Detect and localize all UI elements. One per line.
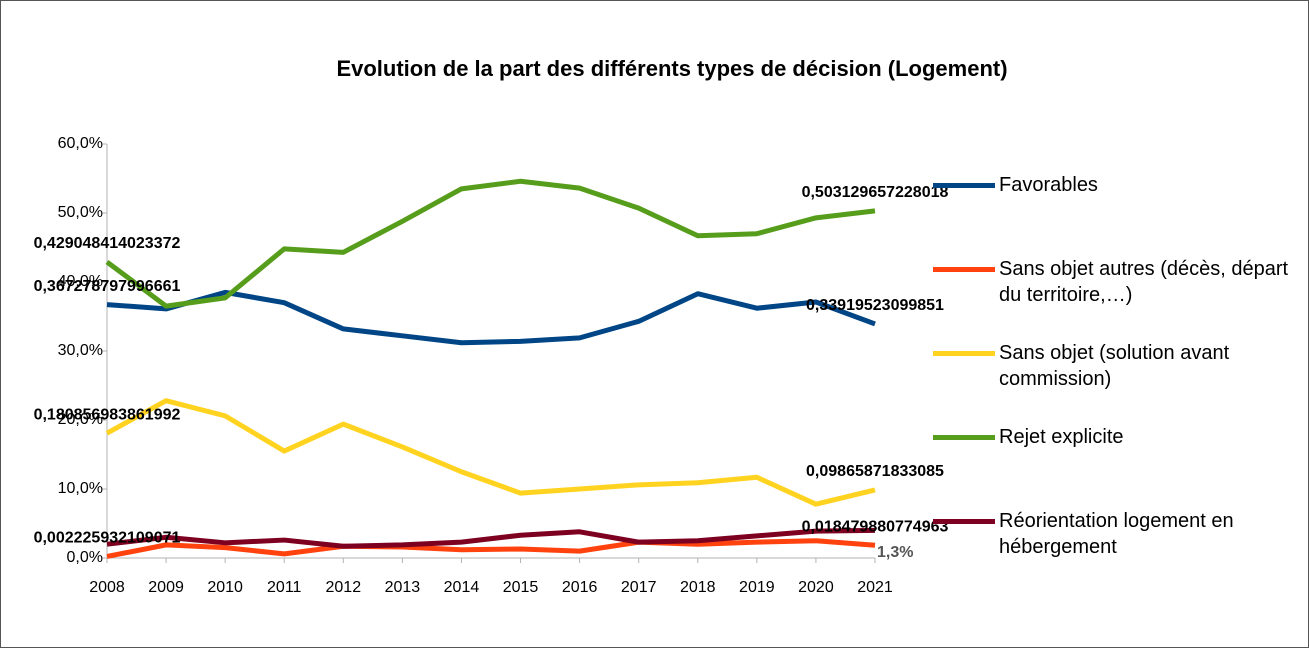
series-line bbox=[105, 178, 876, 309]
data-label: 0,503129657228018 bbox=[802, 184, 949, 201]
annotation: 1,3% bbox=[877, 544, 913, 561]
x-tick-label: 2016 bbox=[562, 579, 598, 596]
x-tick-label: 2015 bbox=[503, 579, 539, 596]
legend-item: Sans objet (solution avant commission) bbox=[933, 340, 1303, 404]
legend-item: Réorientation logement en hébergement bbox=[933, 508, 1303, 572]
data-label: 0,09865871833085 bbox=[806, 463, 944, 480]
data-label: 0,429048414023372 bbox=[34, 235, 181, 252]
y-tick-label: 30,0% bbox=[58, 342, 103, 359]
legend-swatch bbox=[933, 351, 995, 356]
x-tick-label: 2012 bbox=[326, 579, 362, 596]
data-label: 0,367278797996661 bbox=[34, 278, 181, 295]
legend-label: Rejet explicite bbox=[999, 426, 1124, 448]
x-tick-label: 2011 bbox=[267, 579, 302, 596]
x-tick-label: 2021 bbox=[857, 579, 893, 596]
y-tick-label: 0,0% bbox=[67, 549, 103, 566]
series-line bbox=[105, 398, 876, 507]
legend-label: Sans objet autres (décès, départ du terr… bbox=[999, 258, 1289, 306]
data-label: 0,002225932109071 bbox=[34, 530, 181, 547]
legend-item: Sans objet autres (décès, départ du terr… bbox=[933, 256, 1303, 320]
series-line bbox=[106, 527, 876, 549]
x-tick-label: 2019 bbox=[739, 579, 775, 596]
x-tick-label: 2010 bbox=[207, 579, 243, 596]
x-tick-label: 2018 bbox=[680, 579, 716, 596]
x-tick-label: 2020 bbox=[798, 579, 834, 596]
legend-item: Rejet explicite bbox=[933, 424, 1303, 488]
data-label: 0,180856983861992 bbox=[34, 406, 181, 423]
y-tick-label: 20,0% bbox=[58, 411, 103, 428]
legend-item: Favorables bbox=[933, 172, 1303, 236]
legend-swatch bbox=[933, 183, 995, 188]
series-line bbox=[106, 289, 876, 346]
data-label: 0,33919523099851 bbox=[806, 297, 944, 314]
legend-swatch bbox=[933, 267, 995, 272]
y-tick-label: 60,0% bbox=[58, 135, 103, 152]
x-tick-label: 2014 bbox=[444, 579, 480, 596]
x-tick-label: 2009 bbox=[148, 579, 184, 596]
legend-swatch bbox=[933, 435, 995, 440]
x-tick-label: 2008 bbox=[89, 579, 125, 596]
legend-swatch bbox=[933, 519, 995, 524]
legend-label: Favorables bbox=[999, 174, 1098, 196]
legend-label: Sans objet (solution avant commission) bbox=[999, 342, 1230, 390]
y-tick-label: 50,0% bbox=[58, 204, 103, 221]
legend: Favorables Sans objet autres (décès, dépa… bbox=[933, 172, 1303, 592]
y-tick-label: 10,0% bbox=[58, 480, 103, 497]
legend-label: Réorientation logement en hébergement bbox=[999, 510, 1234, 558]
x-tick-label: 2013 bbox=[385, 579, 421, 596]
x-tick-label: 2017 bbox=[621, 579, 657, 596]
data-label: 0,018479880774963 bbox=[802, 518, 949, 535]
y-tick-label: 40,0% bbox=[58, 273, 103, 290]
chart-title: Evolution de la part des différents type… bbox=[336, 56, 1007, 81]
series-line bbox=[106, 538, 876, 559]
